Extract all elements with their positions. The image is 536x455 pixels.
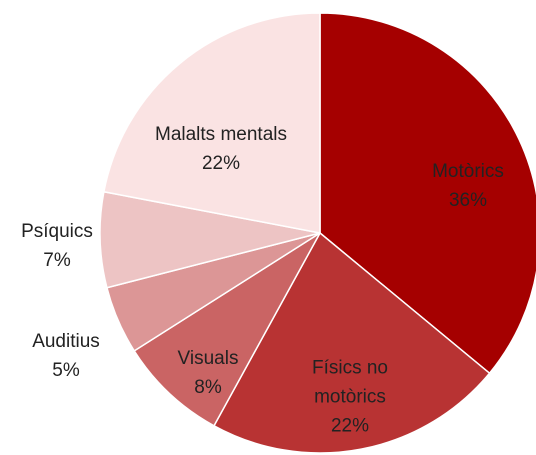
pie-slice (212, 231, 491, 454)
pie-slice (319, 12, 536, 375)
value-label: 22% (330, 415, 370, 437)
slice-label: Visuals 8% (163, 344, 253, 402)
value-label: 8% (194, 377, 222, 398)
slice-label: Psíquics 7% (12, 217, 102, 275)
value-label: 5% (52, 360, 80, 381)
category-label: Físics no motòrics (311, 357, 389, 408)
slice-label: Físics no motòrics 22% (285, 354, 415, 441)
value-label: 22% (201, 153, 241, 174)
value-label: 36% (448, 190, 488, 211)
slice-label: Malalts mentals 22% (126, 120, 316, 178)
category-label: Malalts mentals (155, 124, 287, 145)
value-label: 7% (43, 250, 71, 271)
category-label: Visuals (177, 348, 239, 369)
slice-label: Auditius 5% (21, 327, 111, 385)
category-label: Psíquics (21, 221, 93, 242)
slice-label: Motòrics 36% (408, 157, 528, 215)
pie-slice (133, 232, 321, 427)
category-label: Motòrics (432, 161, 504, 182)
pie-slice (103, 12, 321, 234)
category-label: Auditius (32, 331, 100, 352)
